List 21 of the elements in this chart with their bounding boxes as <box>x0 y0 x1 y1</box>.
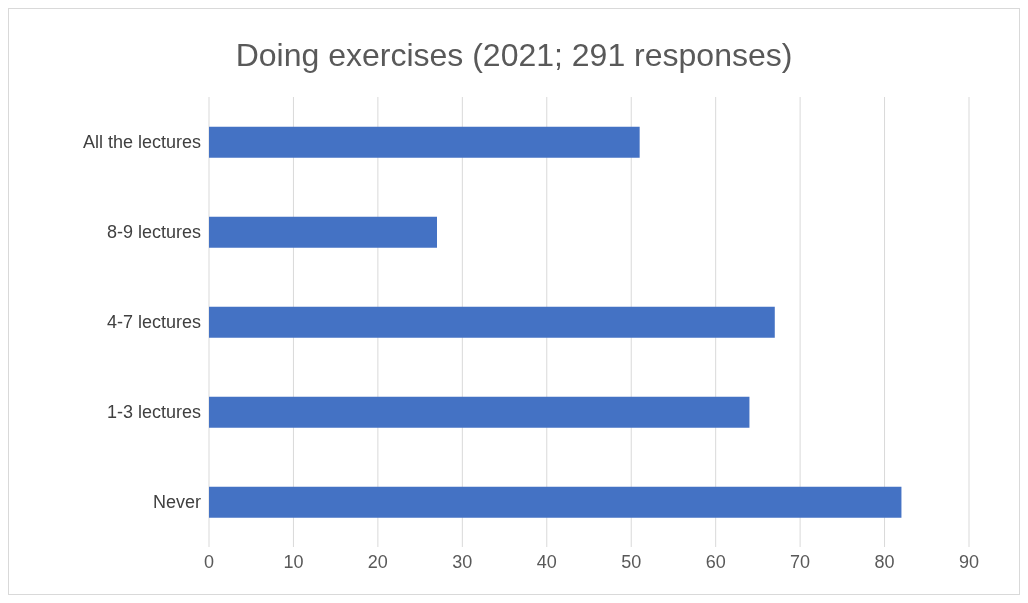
x-tick-label: 10 <box>283 551 304 572</box>
x-tick-label: 80 <box>874 551 895 572</box>
y-tick-label: 1-3 lectures <box>106 402 201 423</box>
x-tick-label: 70 <box>790 551 811 572</box>
x-tick-label: 60 <box>705 551 726 572</box>
bar <box>209 126 640 158</box>
bar <box>209 486 902 518</box>
x-tick-label: 30 <box>452 551 473 572</box>
bar <box>209 216 437 248</box>
y-tick-label: All the lectures <box>82 132 201 153</box>
x-tick-label: 0 <box>203 551 215 572</box>
chart-title: Doing exercises (2021; 291 responses) <box>234 36 794 75</box>
bar <box>209 396 750 428</box>
x-tick-label: 40 <box>536 551 557 572</box>
y-tick-label: 8-9 lectures <box>106 222 201 243</box>
y-tick-label: Never <box>152 492 201 513</box>
x-tick-label: 90 <box>958 551 980 572</box>
bar <box>209 306 775 338</box>
x-tick-label: 50 <box>621 551 642 572</box>
x-tick-label: 20 <box>367 551 388 572</box>
y-tick-label: 4-7 lectures <box>106 312 201 333</box>
